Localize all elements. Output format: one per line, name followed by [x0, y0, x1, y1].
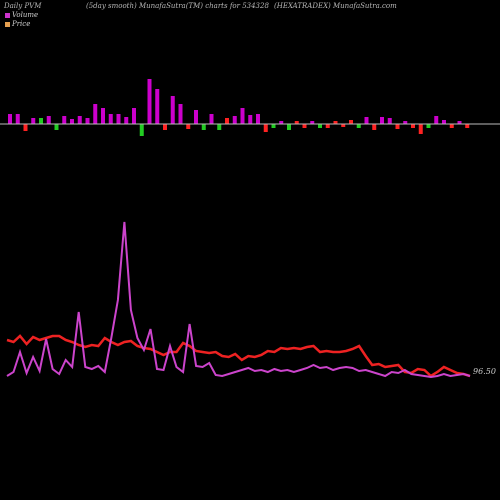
volume-bar	[380, 117, 384, 124]
volume-bar	[310, 121, 315, 124]
volume-bar	[418, 124, 423, 134]
volume-bar	[442, 120, 446, 124]
volume-bar	[318, 124, 322, 128]
volume-bar	[240, 108, 245, 124]
volume-bar	[93, 104, 98, 124]
volume-bar	[256, 114, 260, 124]
volume-bar	[54, 124, 59, 130]
volume-bar	[271, 124, 276, 128]
volume-bar	[23, 124, 28, 131]
legend-volume-swatch	[5, 12, 10, 18]
volume-bar	[46, 116, 51, 124]
legend-price: Price	[5, 20, 30, 28]
volume-bar	[8, 114, 12, 124]
volume-bar	[325, 124, 330, 128]
volume-bar	[186, 124, 191, 129]
volume-bar	[132, 108, 136, 124]
volume-bar	[457, 121, 462, 124]
volume-bar	[225, 118, 229, 124]
volume-bar	[77, 116, 82, 124]
volume-bar	[108, 114, 113, 124]
volume-bar	[395, 124, 400, 129]
volume-bar	[70, 119, 74, 124]
volume-bar	[263, 124, 268, 132]
volume-bar	[356, 124, 361, 128]
volume-bar	[217, 124, 222, 130]
volume-bar	[31, 118, 36, 124]
volume-bar	[139, 124, 144, 136]
volume-bar	[349, 120, 353, 124]
volume-bar	[15, 114, 20, 124]
volume-bar	[163, 124, 167, 130]
volume-bar	[465, 124, 470, 128]
price-line	[6, 334, 471, 378]
volume-bar	[294, 121, 299, 124]
volume-bar	[434, 116, 439, 124]
legend-price-swatch	[5, 21, 10, 27]
legend-volume: Volume	[5, 11, 38, 19]
volume-bar	[364, 117, 369, 124]
volume-bar	[232, 116, 237, 124]
chart-header-left: Daily PVM	[4, 2, 42, 10]
volume-bar	[147, 79, 152, 124]
price-last-label: 96.50	[473, 367, 496, 376]
volume-bar	[101, 108, 105, 124]
volume-bar	[194, 110, 198, 124]
volume-bar	[279, 121, 284, 124]
legend-price-label: Price	[12, 20, 31, 28]
chart-header-source: (HEXATRADEX) MunafaSutra.com	[274, 2, 397, 10]
legend-volume-label: Volume	[12, 11, 39, 19]
volume-bar	[333, 121, 338, 124]
volume-bar	[426, 124, 431, 128]
volume-bar	[124, 117, 129, 124]
volume-bar	[155, 89, 160, 124]
volume-bar	[39, 118, 43, 124]
volume-bar	[387, 118, 392, 124]
volume-bar	[341, 124, 346, 127]
volume-bar	[62, 116, 67, 124]
volume-bar	[372, 124, 377, 130]
volume-bar	[248, 115, 253, 124]
volume-bars	[8, 79, 470, 136]
volume-bar	[302, 124, 307, 128]
volume-bar	[201, 124, 206, 130]
volume-bar	[170, 96, 175, 124]
volume-line	[6, 221, 471, 379]
volume-bar	[403, 121, 408, 124]
volume-bar	[178, 104, 183, 124]
volume-bar	[411, 124, 415, 128]
volume-bar	[116, 114, 121, 124]
chart-header-title: (5day smooth) MunafaSutra(TM) charts for…	[86, 2, 269, 10]
volume-bar	[209, 114, 214, 124]
volume-bar	[449, 124, 454, 128]
volume-bar	[85, 118, 90, 124]
volume-bar	[287, 124, 291, 130]
